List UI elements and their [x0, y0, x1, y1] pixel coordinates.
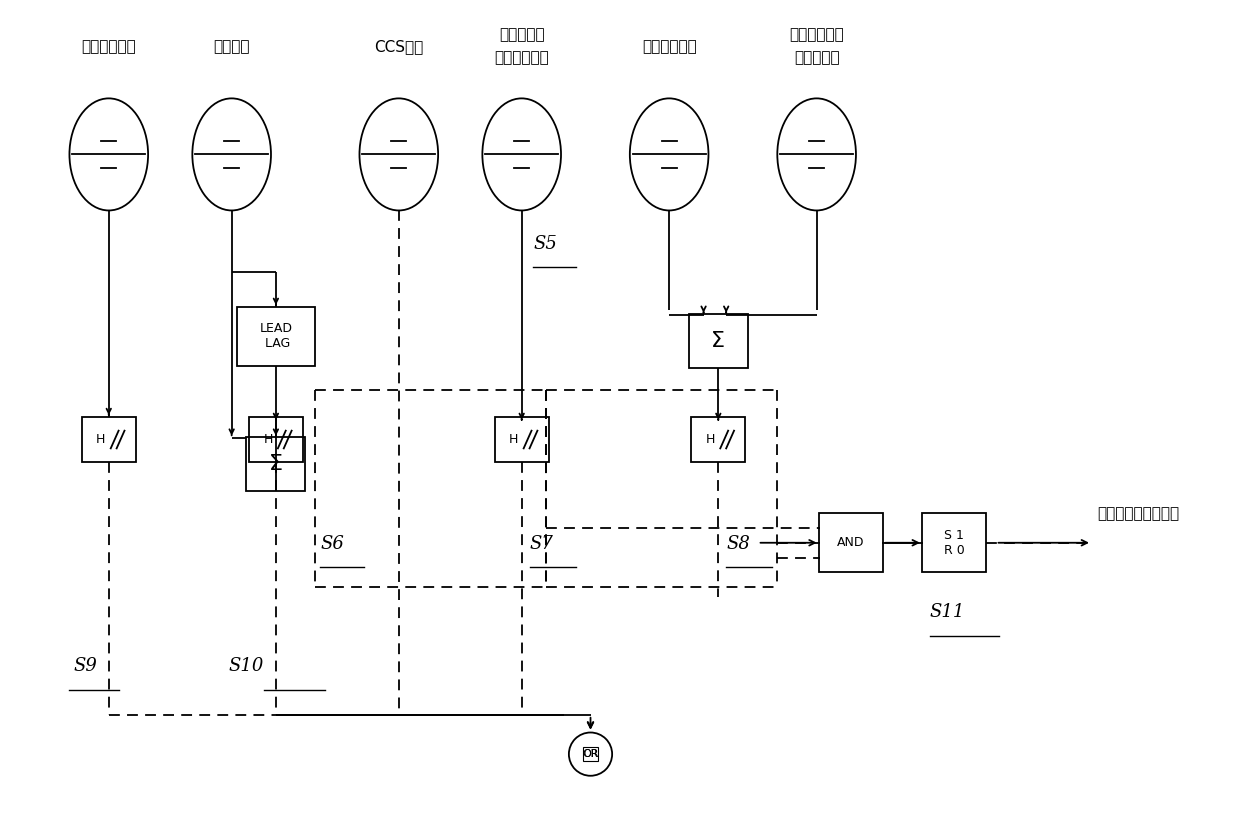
Bar	[820, 513, 883, 572]
Bar	[583, 747, 599, 761]
Text: 磨煤机修正后: 磨煤机修正后	[789, 27, 844, 42]
Text: OR: OR	[583, 749, 598, 759]
Text: CCS模式: CCS模式	[374, 39, 423, 54]
Text: S10: S10	[228, 658, 264, 676]
Text: S7: S7	[529, 535, 553, 553]
Text: S 1
R 0: S 1 R 0	[944, 529, 965, 557]
Text: 锅炉主控增闭锁信号: 锅炉主控增闭锁信号	[1097, 506, 1179, 521]
Text: S5: S5	[533, 235, 557, 253]
Bar	[247, 437, 305, 491]
Text: S9: S9	[73, 658, 97, 676]
Text: 主汽压力偏差: 主汽压力偏差	[82, 39, 136, 54]
Text: H: H	[263, 433, 273, 446]
Bar	[495, 418, 549, 461]
Bar	[691, 418, 745, 461]
Text: 主汽压力: 主汽压力	[213, 39, 250, 54]
Text: S11: S11	[930, 603, 965, 621]
Bar	[923, 513, 986, 572]
Text: OR: OR	[583, 749, 599, 759]
Bar	[249, 418, 303, 461]
Bar	[689, 314, 748, 368]
Text: H: H	[706, 433, 715, 446]
Text: 风门平均指令: 风门平均指令	[495, 50, 549, 66]
Text: 瞬时燃料量: 瞬时燃料量	[794, 50, 839, 66]
Text: Σ: Σ	[712, 331, 725, 351]
Text: S6: S6	[320, 535, 343, 553]
Bar	[237, 307, 315, 366]
Text: AND: AND	[837, 536, 864, 550]
Bar	[82, 418, 136, 461]
Text: S8: S8	[727, 535, 750, 553]
Text: H: H	[510, 433, 518, 446]
Text: 锅炉主控指令: 锅炉主控指令	[642, 39, 697, 54]
Text: Σ: Σ	[269, 454, 283, 474]
Text: LEAD
 LAG: LEAD LAG	[259, 322, 293, 350]
Text: 磨煤机容量: 磨煤机容量	[498, 27, 544, 42]
Text: H: H	[97, 433, 105, 446]
